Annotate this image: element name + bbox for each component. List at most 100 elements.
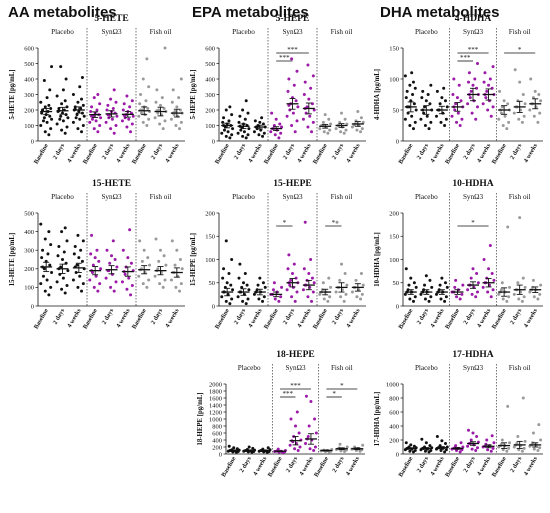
data-point (309, 400, 313, 403)
data-point (41, 248, 45, 252)
y-tick-label: 500 (24, 210, 34, 217)
data-point (99, 116, 103, 120)
x-tick-label: 4 weeks (476, 142, 493, 164)
data-point (66, 116, 70, 120)
data-point (241, 108, 245, 112)
data-point (301, 288, 305, 292)
data-point (138, 102, 142, 106)
data-point (240, 285, 244, 289)
data-point (471, 267, 475, 271)
data-point (343, 117, 347, 121)
data-point (440, 439, 444, 443)
y-axis-label: 4-HDHA [pg/mL] (374, 69, 381, 120)
x-tick-label: 2 days (462, 455, 477, 474)
x-tick-label: 2 days (233, 142, 248, 161)
data-point (40, 111, 44, 115)
data-point (80, 111, 84, 115)
x-tick-label: 4 weeks (296, 142, 313, 164)
data-point (429, 83, 433, 87)
data-point (59, 265, 63, 269)
data-point (520, 449, 524, 453)
data-point (482, 80, 486, 84)
data-point (57, 244, 61, 248)
data-point (513, 68, 517, 72)
data-point (492, 278, 496, 282)
data-point (412, 444, 416, 448)
data-point (467, 428, 470, 432)
x-tick-label: Baseline (131, 142, 148, 165)
data-point (320, 288, 324, 292)
y-tick-label: 100 (24, 123, 34, 130)
x-tick-label: Baseline (220, 455, 237, 478)
data-point (55, 94, 59, 98)
data-point (131, 114, 135, 118)
data-point (91, 114, 95, 118)
data-point (308, 114, 312, 118)
data-point (539, 438, 543, 442)
data-point (451, 93, 455, 96)
data-point (82, 114, 86, 118)
group-label: SynΩ3 (285, 364, 306, 372)
data-point (326, 131, 330, 135)
data-point (487, 267, 491, 271)
x-tick-label: 4 weeks (164, 307, 181, 329)
x-tick-label: Baseline (214, 307, 231, 330)
significance-label: *** (290, 382, 301, 390)
data-point (403, 74, 407, 78)
data-point (113, 258, 117, 261)
data-point (410, 71, 414, 75)
data-point (359, 271, 363, 275)
data-point (252, 292, 256, 296)
data-point (294, 424, 297, 428)
data-point (76, 285, 80, 289)
panel-title: 5-HETE (94, 14, 128, 24)
data-point (532, 114, 536, 118)
data-point (162, 254, 166, 258)
data-point (361, 283, 365, 287)
panel-title: 15-HETE (92, 179, 131, 189)
data-point (503, 114, 507, 118)
data-point (272, 124, 276, 127)
y-tick-label: 100 (205, 123, 215, 130)
data-point (508, 285, 512, 289)
data-point (74, 116, 78, 120)
data-point (76, 100, 80, 104)
data-point (532, 447, 536, 451)
data-point (104, 276, 108, 280)
significance-label: *** (283, 390, 294, 398)
data-point (439, 297, 443, 301)
data-point (531, 431, 535, 435)
data-point (539, 283, 543, 287)
data-point (422, 111, 426, 115)
data-point (50, 65, 54, 69)
data-point (229, 283, 233, 287)
data-point (404, 441, 408, 445)
data-point (230, 113, 234, 117)
data-point (305, 105, 309, 109)
data-point (489, 449, 493, 453)
data-point (505, 449, 509, 453)
data-point (428, 102, 432, 106)
data-point (45, 278, 49, 282)
x-tick-label: Baseline (312, 307, 329, 330)
data-point (272, 281, 276, 285)
data-point (302, 267, 306, 271)
data-point (338, 120, 342, 124)
data-point (75, 113, 79, 117)
data-point (130, 284, 134, 288)
x-tick-label: 2 days (331, 307, 346, 326)
y-tick-label: 0 (31, 138, 34, 145)
data-point (438, 102, 442, 106)
data-point (408, 124, 412, 127)
y-tick-label: 400 (389, 423, 399, 430)
data-point (112, 131, 116, 135)
data-point (306, 435, 310, 438)
data-point (238, 114, 242, 118)
data-point (121, 108, 125, 112)
data-point (339, 449, 343, 453)
x-tick-label: 4 weeks (429, 307, 446, 329)
data-point (179, 120, 183, 124)
data-point (516, 281, 520, 285)
data-point (47, 293, 51, 297)
data-point (241, 299, 245, 303)
